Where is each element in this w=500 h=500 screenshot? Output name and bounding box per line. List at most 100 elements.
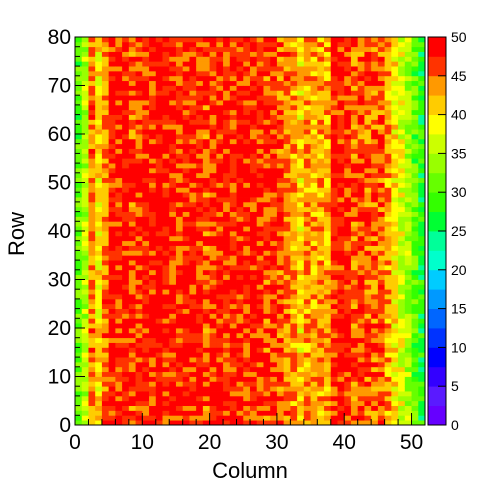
heatmap-cell	[88, 158, 96, 164]
heatmap-cell	[162, 303, 170, 309]
heatmap-cell	[283, 250, 291, 256]
heatmap-cell	[276, 138, 285, 145]
heatmap-cell	[283, 347, 291, 353]
heatmap-cell	[344, 104, 352, 111]
heatmap-cell	[223, 124, 231, 130]
heatmap-cell	[189, 80, 197, 86]
heatmap-cell	[236, 386, 244, 392]
heatmap-cell	[357, 114, 365, 120]
heatmap-cell	[75, 163, 83, 169]
heatmap-cell	[243, 119, 251, 125]
heatmap-cell	[88, 41, 96, 48]
heatmap-cell	[384, 90, 392, 96]
heatmap-cell	[149, 158, 157, 164]
heatmap-cell	[75, 172, 83, 179]
heatmap-cell	[344, 284, 352, 290]
heatmap-cell	[411, 245, 419, 251]
heatmap-cell	[95, 376, 103, 382]
heatmap-cell	[357, 109, 365, 115]
heatmap-cell	[418, 221, 426, 227]
heatmap-cell	[357, 187, 365, 193]
heatmap-cell	[377, 260, 386, 266]
heatmap-cell	[317, 56, 325, 62]
heatmap-cell	[88, 269, 96, 276]
heatmap-cell	[229, 235, 237, 242]
heatmap-cell	[101, 206, 110, 212]
heatmap-cell	[81, 51, 89, 57]
heatmap-cell	[122, 371, 130, 377]
heatmap-cell	[418, 269, 426, 276]
heatmap-cell	[303, 177, 311, 183]
heatmap-cell	[411, 119, 419, 125]
heatmap-cell	[189, 269, 197, 276]
heatmap-cell	[364, 371, 372, 377]
heatmap-cell	[256, 395, 264, 402]
heatmap-cell	[155, 347, 163, 353]
heatmap-cell	[135, 235, 143, 242]
heatmap-cell	[223, 298, 231, 305]
heatmap-cell	[250, 420, 258, 426]
heatmap-cell	[350, 395, 359, 402]
heatmap-cell	[303, 318, 311, 324]
heatmap-cell	[108, 129, 116, 135]
heatmap-cell	[81, 37, 89, 43]
heatmap-cell	[128, 172, 136, 179]
heatmap-cell	[391, 395, 399, 402]
heatmap-cell	[324, 366, 332, 373]
heatmap-cell	[276, 158, 285, 164]
heatmap-cell	[155, 332, 163, 339]
heatmap-cell	[216, 391, 224, 397]
heatmap-cell	[404, 342, 412, 348]
heatmap-cell	[283, 226, 291, 232]
heatmap-cell	[128, 90, 136, 96]
heatmap-cell	[135, 294, 143, 300]
heatmap-cell	[290, 357, 298, 363]
heatmap-cell	[364, 342, 372, 348]
heatmap-cell	[330, 391, 338, 397]
heatmap-cell	[162, 216, 170, 222]
heatmap-cell	[149, 284, 157, 290]
heatmap-cell	[236, 400, 244, 406]
heatmap-cell	[250, 226, 258, 232]
heatmap-cell	[162, 240, 170, 246]
heatmap-cell	[202, 274, 211, 280]
heatmap-cell	[236, 201, 244, 208]
heatmap-cell	[344, 211, 352, 217]
heatmap-cell	[135, 167, 143, 174]
heatmap-cell	[223, 255, 231, 261]
heatmap-cell	[175, 226, 184, 232]
heatmap-cell	[115, 289, 123, 295]
heatmap-cell	[364, 337, 372, 343]
heatmap-cell	[250, 124, 258, 130]
heatmap-cell	[122, 357, 130, 363]
heatmap-cell	[377, 46, 386, 52]
heatmap-cell	[364, 308, 372, 314]
heatmap-cell	[75, 274, 83, 280]
heatmap-cell	[411, 46, 419, 52]
heatmap-cell	[404, 197, 412, 203]
heatmap-cell	[384, 61, 392, 67]
heatmap-cell	[297, 357, 305, 363]
heatmap-cell	[88, 80, 96, 86]
heatmap-cell	[75, 323, 83, 329]
heatmap-cell	[250, 298, 258, 305]
heatmap-cell	[303, 56, 311, 62]
heatmap-cell	[297, 216, 305, 222]
heatmap-cell	[270, 274, 278, 280]
heatmap-cell	[337, 420, 345, 426]
heatmap-cell	[377, 298, 386, 305]
heatmap-cell	[142, 95, 150, 101]
heatmap-cell	[81, 61, 89, 67]
heatmap-cell	[263, 95, 271, 101]
heatmap-cell	[169, 235, 177, 242]
heatmap-cell	[364, 109, 372, 115]
heatmap-cell	[175, 298, 184, 305]
heatmap-cell	[155, 51, 163, 57]
heatmap-cell	[297, 41, 305, 48]
heatmap-cell	[418, 51, 426, 57]
heatmap-cell	[162, 119, 170, 125]
heatmap-cell	[283, 274, 291, 280]
heatmap-cell	[202, 143, 211, 149]
heatmap-cell	[155, 41, 163, 48]
heatmap-cell	[270, 182, 278, 188]
